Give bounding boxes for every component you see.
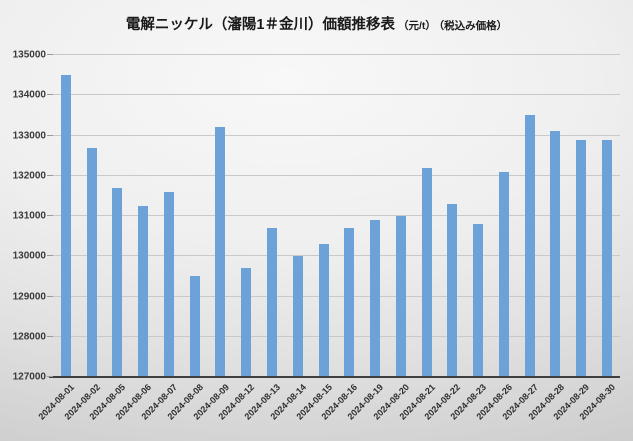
bar-slot bbox=[53, 55, 79, 377]
bar bbox=[267, 228, 277, 377]
bar-slot bbox=[130, 55, 156, 377]
gridline bbox=[53, 54, 620, 55]
bar bbox=[344, 228, 355, 377]
y-axis-tick bbox=[47, 295, 53, 297]
bar-slot bbox=[594, 55, 620, 377]
y-axis-labels: 127000 128000 129000 130000 131000 132000 1330… bbox=[0, 50, 46, 383]
bar bbox=[189, 276, 200, 377]
y-axis-tick bbox=[47, 255, 53, 257]
bar-slot bbox=[105, 55, 131, 377]
bar bbox=[550, 131, 561, 377]
bar-slot bbox=[388, 55, 414, 377]
bar-slot bbox=[568, 55, 594, 377]
gridline bbox=[53, 335, 620, 337]
bar bbox=[215, 127, 226, 377]
bar bbox=[112, 187, 123, 377]
chart-title-unit: （元/t） bbox=[397, 20, 436, 32]
bar-slot bbox=[79, 55, 105, 377]
bar-slot bbox=[465, 55, 491, 377]
y-axis-tick-label: 132000 bbox=[12, 170, 46, 182]
y-axis-tick-label: 134000 bbox=[12, 89, 46, 101]
plot-area bbox=[47, 54, 620, 378]
bar-series bbox=[53, 55, 620, 377]
y-axis-tick-label: 135000 bbox=[12, 49, 46, 61]
bar bbox=[60, 75, 71, 377]
bar bbox=[370, 220, 381, 377]
bar-slot bbox=[362, 55, 388, 377]
y-axis-tick bbox=[47, 174, 53, 176]
bar-slot bbox=[285, 55, 311, 377]
bar-slot bbox=[517, 55, 543, 377]
y-axis-tick-label: 129000 bbox=[12, 291, 46, 302]
bar bbox=[292, 256, 303, 377]
y-axis-tick bbox=[47, 335, 53, 337]
gridline bbox=[53, 134, 620, 136]
bar bbox=[576, 140, 587, 377]
x-axis-line bbox=[49, 376, 620, 378]
y-axis-tick-label: 130000 bbox=[12, 250, 46, 262]
bar-slot bbox=[543, 55, 569, 377]
bar-slot bbox=[311, 55, 337, 377]
bar bbox=[601, 140, 612, 377]
bar-slot bbox=[182, 55, 208, 377]
bar-slot bbox=[208, 55, 234, 377]
bar-slot bbox=[439, 55, 465, 377]
y-axis-tick-label: 133000 bbox=[12, 130, 46, 141]
y-axis-tick bbox=[47, 134, 53, 136]
bar bbox=[86, 147, 97, 377]
bar bbox=[241, 268, 252, 377]
y-axis-tick-label: 128000 bbox=[12, 331, 46, 343]
gridline bbox=[53, 94, 620, 96]
gridline bbox=[53, 255, 620, 257]
bar bbox=[524, 115, 535, 377]
bar-slot bbox=[259, 55, 285, 377]
bar bbox=[473, 224, 484, 377]
bar-slot bbox=[233, 55, 259, 377]
bar-slot bbox=[336, 55, 362, 377]
bar bbox=[421, 167, 432, 377]
y-axis-tick bbox=[47, 215, 53, 216]
chart-title: 電解ニッケル（瀋陽1＃金川）価額推移表 （元/t） （税込み価格） bbox=[0, 13, 633, 34]
y-axis-tick-label: 127000 bbox=[12, 371, 46, 383]
chart-title-note: （税込み価格） bbox=[438, 20, 508, 32]
bar bbox=[138, 205, 149, 377]
bar-slot bbox=[414, 55, 440, 377]
bar bbox=[163, 191, 174, 377]
gridline bbox=[53, 215, 620, 216]
gridline bbox=[53, 174, 620, 176]
bar-slot bbox=[156, 55, 182, 377]
chart-title-main: 電解ニッケル（瀋陽1＃金川）価額推移表 bbox=[125, 17, 395, 33]
x-axis-labels: 2024-08-01 2024-08-02 2024-08-05 2024-08-06… bbox=[36, 382, 620, 441]
bar bbox=[395, 216, 406, 377]
bar bbox=[318, 244, 329, 377]
bar bbox=[498, 171, 509, 377]
gridline bbox=[53, 295, 620, 297]
bar-slot bbox=[491, 55, 517, 377]
y-axis-tick-label: 131000 bbox=[12, 210, 46, 222]
y-axis-tick bbox=[47, 94, 53, 96]
bar bbox=[447, 203, 458, 377]
y-axis-tick bbox=[47, 376, 53, 377]
y-axis-tick bbox=[47, 54, 53, 55]
